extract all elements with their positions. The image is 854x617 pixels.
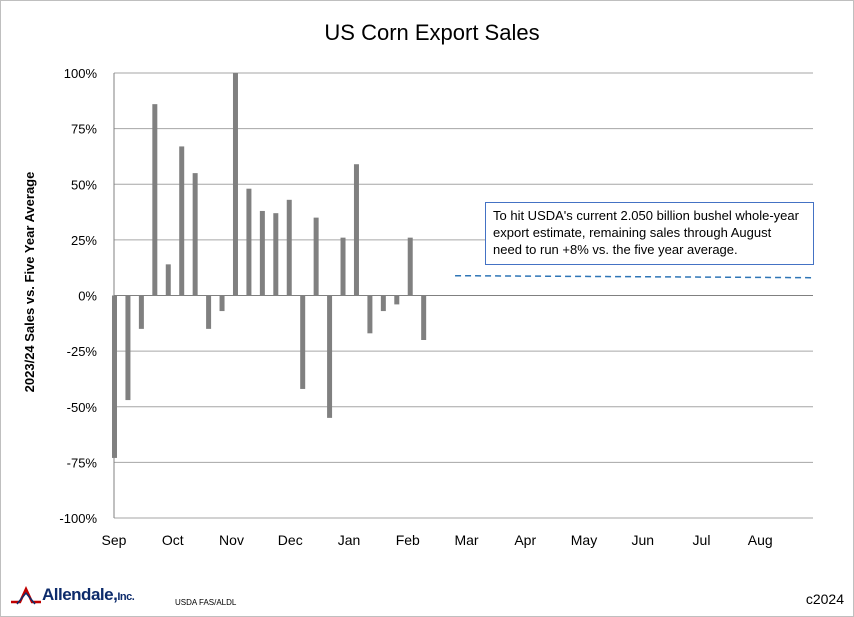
bar (273, 213, 279, 296)
x-tick-label: Jun (631, 532, 654, 548)
x-tick-label: Mar (454, 532, 478, 548)
bar (367, 295, 373, 334)
x-tick-label: Nov (219, 532, 244, 548)
source-label: USDA FAS/ALDL (175, 598, 237, 607)
bar (165, 264, 171, 296)
x-tick-label: Sep (102, 532, 127, 548)
x-tick-labels: Sep Oct Nov Dec Jan Feb Mar Apr May Jun Jul Aug (102, 532, 773, 548)
bar (206, 295, 212, 329)
bar (219, 295, 225, 312)
reference-dashed-line (455, 274, 814, 279)
gridlines (113, 72, 813, 519)
logo: Allendale,Inc. (10, 585, 135, 605)
y-tick-label: -25% (67, 344, 98, 359)
x-tick-label: Apr (514, 532, 536, 548)
bar (421, 295, 427, 340)
y-axis-label: 2023/24 Sales vs. Five Year Average (22, 172, 37, 393)
bar (327, 295, 333, 418)
y-tick-label: -50% (67, 400, 98, 415)
annotation-box: To hit USDA's current 2.050 billion bush… (485, 202, 814, 265)
bar (232, 73, 238, 296)
bar (179, 146, 185, 296)
bars (112, 73, 427, 458)
bar (246, 188, 252, 296)
y-tick-label: -100% (59, 511, 97, 526)
bar (192, 173, 198, 296)
bar (112, 295, 117, 458)
x-tick-label: Aug (748, 532, 773, 548)
y-tick-label: 100% (64, 66, 98, 81)
bar (259, 210, 265, 296)
y-tick-label: 75% (71, 122, 97, 137)
allendale-logo-mark-icon (11, 586, 41, 605)
logo-text: Allendale,Inc. (42, 585, 135, 604)
bar (138, 295, 144, 329)
y-tick-label: -75% (67, 455, 98, 470)
y-tick-labels: 100% 75% 50% 25% 0% -25% -50% -75% -100% (59, 66, 97, 526)
bar (300, 295, 306, 389)
bar (286, 199, 292, 296)
bar (152, 104, 158, 296)
bar (340, 237, 346, 296)
bar (125, 295, 131, 401)
x-tick-label: May (571, 532, 597, 548)
bar (353, 164, 359, 296)
reference-line (455, 274, 814, 279)
copyright-label: c2024 (805, 591, 844, 607)
bar (313, 217, 319, 296)
x-tick-label: Feb (396, 532, 420, 548)
y-tick-label: 50% (71, 177, 97, 192)
x-tick-label: Jan (338, 532, 361, 548)
bar (380, 295, 386, 312)
y-tick-label: 0% (78, 289, 97, 304)
x-tick-label: Jul (693, 532, 711, 548)
y-tick-label: 25% (71, 233, 97, 248)
x-tick-label: Oct (162, 532, 184, 548)
bar (394, 295, 400, 305)
x-tick-label: Dec (278, 532, 303, 548)
chart-title: US Corn Export Sales (324, 20, 539, 45)
bar (407, 237, 413, 296)
